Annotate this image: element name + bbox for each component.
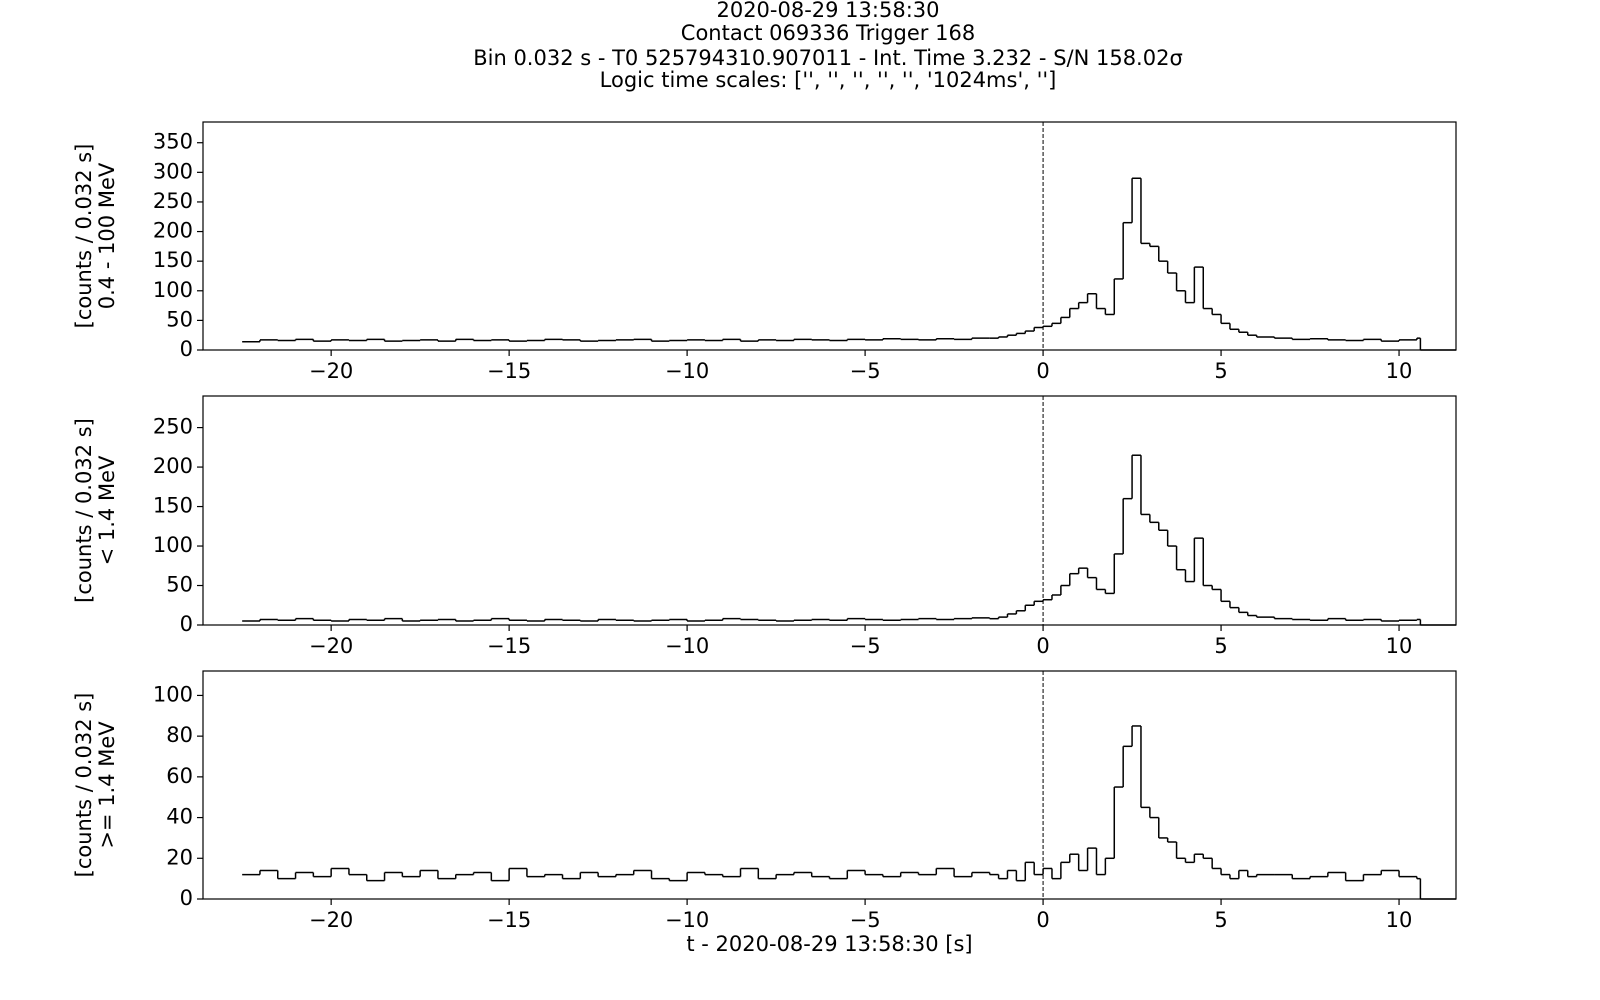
y-tick-label: 80 [166,723,193,747]
y-tick-label: 250 [153,415,193,439]
x-tick-label: −15 [487,359,531,383]
y-axis-label: < 1.4 MeV [95,455,119,565]
y-tick-label: 150 [153,248,193,272]
y-axis-label: [counts / 0.032 s] [72,693,96,878]
suptitle: Logic time scales: ['', '', '', '', '', … [600,68,1057,92]
x-tick-label: −20 [309,908,353,932]
x-tick-label: 5 [1214,634,1227,658]
y-tick-label: 0 [180,337,193,361]
y-tick-label: 0 [180,612,193,636]
y-tick-label: 150 [153,494,193,518]
x-tick-label: 5 [1214,908,1227,932]
y-tick-label: 50 [166,573,193,597]
y-tick-label: 250 [153,189,193,213]
x-tick-label: −15 [487,908,531,932]
x-tick-label: −5 [850,908,881,932]
y-tick-label: 50 [166,307,193,331]
y-tick-label: 20 [166,845,193,869]
x-tick-label: 10 [1386,359,1413,383]
x-tick-label: 0 [1036,908,1049,932]
y-tick-label: 100 [153,533,193,557]
x-tick-label: 0 [1036,359,1049,383]
x-tick-label: 5 [1214,359,1227,383]
x-axis-label: t - 2020-08-29 13:58:30 [s] [686,932,972,956]
y-tick-label: 350 [153,130,193,154]
y-axis-label: >= 1.4 MeV [95,721,119,849]
y-tick-label: 100 [153,682,193,706]
suptitle: Contact 069336 Trigger 168 [681,21,975,45]
axes-frame [202,395,1457,626]
x-tick-label: 10 [1386,908,1413,932]
y-axis-label: 0.4 - 100 MeV [95,162,119,309]
y-axis-label: [counts / 0.032 s] [72,418,96,603]
y-tick-label: 300 [153,159,193,183]
x-tick-label: 10 [1386,634,1413,658]
y-tick-label: 40 [166,805,193,829]
y-tick-label: 100 [153,278,193,302]
x-tick-label: −10 [665,908,709,932]
x-tick-label: −5 [850,634,881,658]
axes-frame [202,121,1457,351]
x-tick-label: −10 [665,634,709,658]
x-tick-label: −5 [850,359,881,383]
x-tick-label: −20 [309,634,353,658]
x-tick-label: −20 [309,359,353,383]
suptitle: Bin 0.032 s - T0 525794310.907011 - Int.… [473,46,1183,70]
x-tick-label: −10 [665,359,709,383]
y-axis-label: [counts / 0.032 s] [72,144,96,329]
suptitle: 2020-08-29 13:58:30 [716,0,939,22]
x-tick-label: 0 [1036,634,1049,658]
y-tick-label: 200 [153,219,193,243]
y-tick-label: 0 [180,886,193,910]
y-tick-label: 200 [153,454,193,478]
x-tick-label: −15 [487,634,531,658]
axes-frame [202,670,1457,900]
y-tick-label: 60 [166,764,193,788]
